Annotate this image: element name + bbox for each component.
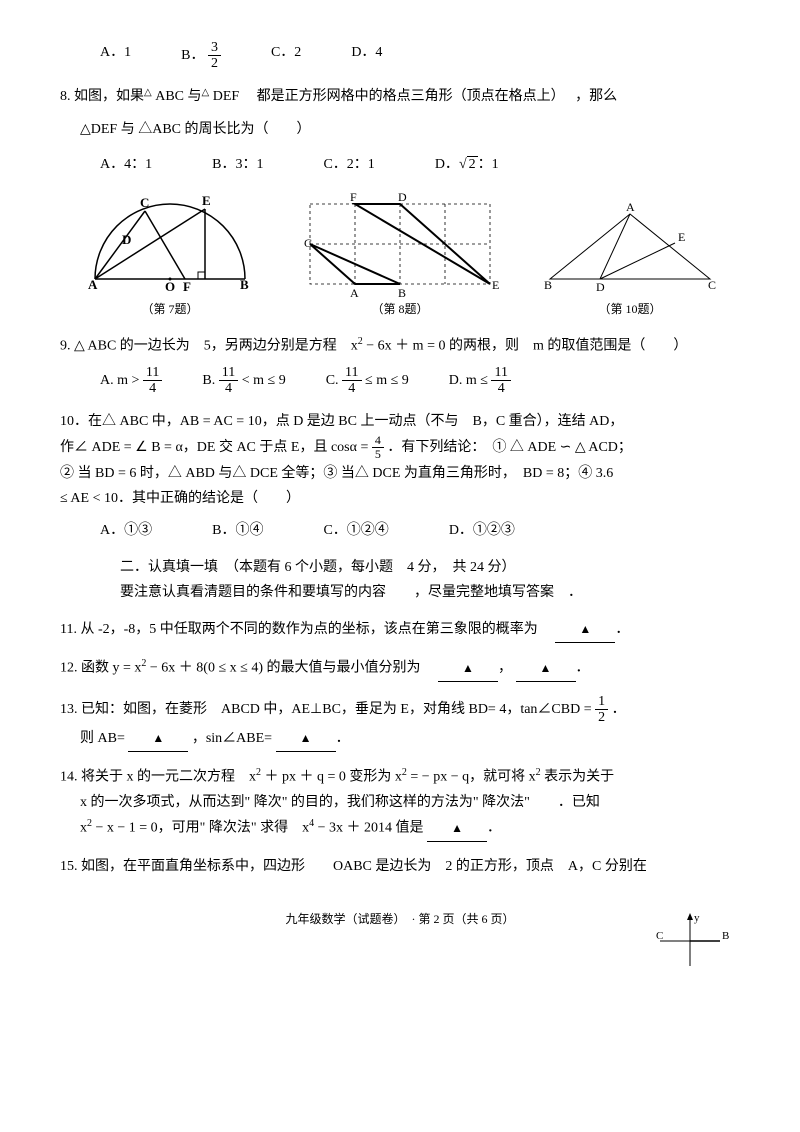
opt-d: D. m ≤ 114	[449, 365, 511, 397]
svg-text:D: D	[596, 280, 605, 294]
opt-c: C．2	[271, 40, 301, 72]
figure-8: C A B F D E （第 8题）	[300, 189, 500, 321]
blank: ▲	[427, 816, 487, 842]
opt-d: D．4	[351, 40, 382, 72]
question-10: 10．在△ ABC 中，AB = AC = 10，点 D 是边 BC 上一动点（…	[60, 409, 740, 543]
fraction-3-2: 3 2	[208, 40, 221, 72]
svg-text:C: C	[708, 278, 716, 292]
semicircle-diagram: A B C D E F O	[80, 189, 260, 299]
svg-text:F: F	[183, 279, 191, 294]
q9-options: A. m > 114 B. 114 < m ≤ 9 C. 114 ≤ m ≤ 9…	[100, 365, 740, 397]
svg-text:B: B	[398, 286, 406, 299]
opt-c: C．①②④	[323, 518, 388, 543]
svg-text:B: B	[544, 278, 552, 292]
axis-figure: y C B	[640, 911, 740, 971]
svg-text:A: A	[350, 286, 359, 299]
blank: ▲	[276, 726, 336, 752]
blank: ▲	[438, 656, 498, 682]
figure-7: A B C D E F O （第 7题）	[80, 189, 260, 321]
svg-text:y: y	[694, 912, 700, 924]
svg-text:C: C	[656, 930, 663, 942]
figures-row: A B C D E F O （第 7题） C A B F D	[60, 189, 740, 321]
blank: ▲	[555, 617, 615, 643]
q7-options: A．1 B． 3 2 C．2 D．4	[100, 40, 740, 72]
section-2-header: 二．认真填一填 （本题有 6 个小题，每小题 4 分， 共 24 分） 要注意认…	[120, 555, 740, 605]
svg-text:E: E	[492, 278, 499, 292]
svg-text:D: D	[398, 190, 407, 204]
opt-b: B．3：1	[212, 152, 263, 177]
q10-options: A．①③ B．①④ C．①②④ D．①②③	[100, 518, 740, 543]
opt-b: B. 114 < m ≤ 9	[202, 365, 285, 397]
svg-text:E: E	[202, 193, 211, 208]
q8-line1: 8. 如图，如果△ ABC 与△ DEF 都是正方形网格中的格点三角形（顶点在格…	[60, 84, 740, 109]
svg-text:A: A	[626, 200, 635, 214]
svg-text:C: C	[304, 236, 312, 250]
question-14: 14. 将关于 x 的一元二次方程 x2 ＋ px ＋ q = 0 变形为 x2…	[60, 764, 740, 842]
svg-text:A: A	[88, 277, 98, 292]
q9-stem: 9. △ ABC 的一边长为 5，另两边分别是方程 x2 − 6x ＋ m = …	[60, 333, 740, 359]
question-12: 12. 函数 y = x2 − 6x ＋ 8(0 ≤ x ≤ 4) 的最大值与最…	[60, 655, 740, 682]
opt-d: D．2：1	[435, 152, 499, 177]
q8-options: A．4：1 B．3：1 C．2：1 D．2：1	[100, 152, 740, 177]
question-13: 13. 已知：如图，在菱形 ABCD 中，AE⊥BC，垂足为 E，对角线 BD=…	[60, 694, 740, 752]
grid-diagram: C A B F D E	[300, 189, 500, 299]
blank: ▲	[128, 726, 188, 752]
opt-b: B． 3 2	[181, 40, 221, 72]
question-11: 11. 从 -2，-8，5 中任取两个不同的数作为点的坐标，该点在第三象限的概率…	[60, 617, 740, 643]
svg-text:D: D	[122, 232, 131, 247]
opt-a: A．4：1	[100, 152, 152, 177]
figure-10: A B D C E （第 10题）	[540, 199, 720, 321]
opt-d: D．①②③	[449, 518, 515, 543]
svg-text:B: B	[240, 277, 249, 292]
triangle-diagram: A B D C E	[540, 199, 720, 299]
question-15: 15. 如图，在平面直角坐标系中，四边形 OABC 是边长为 2 的正方形，顶点…	[60, 854, 740, 879]
svg-text:B: B	[722, 930, 729, 942]
svg-text:O: O	[165, 279, 175, 294]
opt-a: A．1	[100, 40, 131, 72]
svg-text:F: F	[350, 190, 357, 204]
svg-text:E: E	[678, 230, 685, 244]
question-8: 8. 如图，如果△ ABC 与△ DEF 都是正方形网格中的格点三角形（顶点在格…	[60, 84, 740, 178]
opt-c: C. 114 ≤ m ≤ 9	[326, 365, 409, 397]
page-footer: 九年级数学（试题卷） · 第 2 页（共 6 页）	[60, 909, 740, 931]
opt-a: A. m > 114	[100, 365, 162, 397]
blank: ▲	[516, 656, 576, 682]
opt-a: A．①③	[100, 518, 152, 543]
opt-c: C．2：1	[323, 152, 374, 177]
question-9: 9. △ ABC 的一边长为 5，另两边分别是方程 x2 − 6x ＋ m = …	[60, 333, 740, 397]
opt-b: B．①④	[212, 518, 263, 543]
svg-text:C: C	[140, 195, 149, 210]
q8-line2: △DEF 与 △ABC 的周长比为（ ）	[80, 117, 740, 142]
